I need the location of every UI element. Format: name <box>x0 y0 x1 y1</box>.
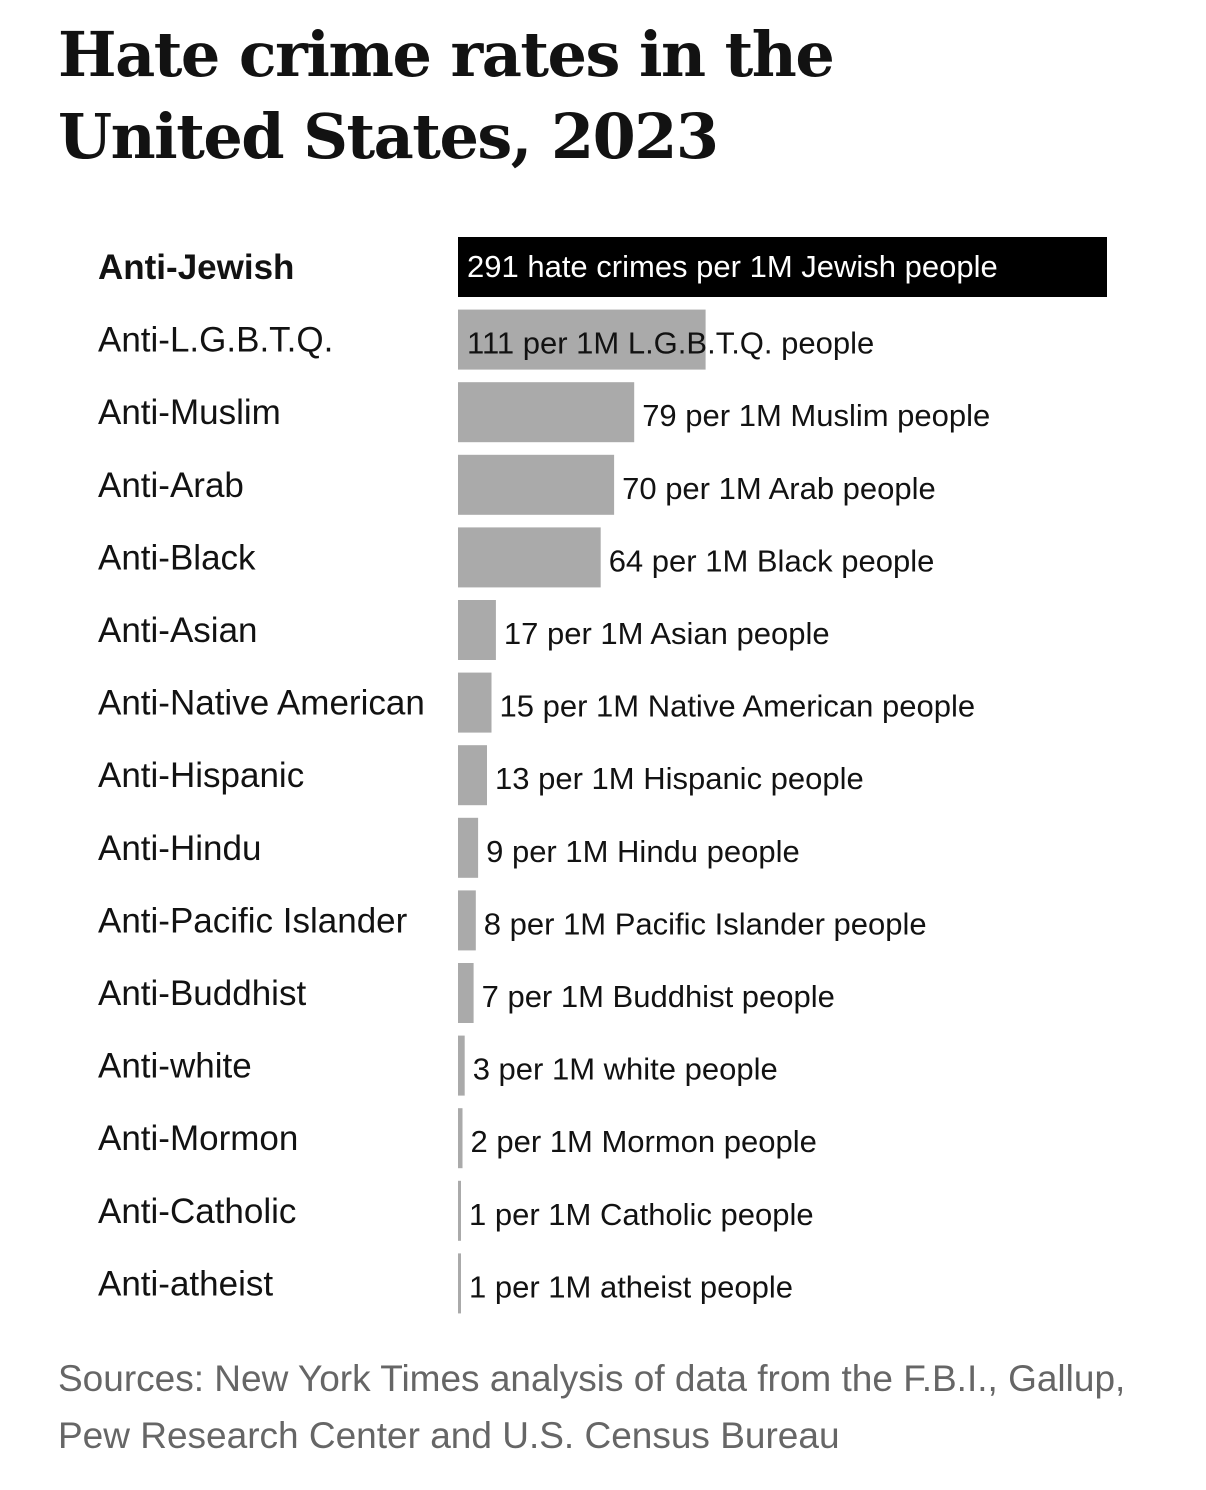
bar-anti-hispanic <box>458 745 487 806</box>
bar-anti-black <box>458 527 601 588</box>
bar-anti-asian <box>458 600 496 660</box>
data-label-anti-atheist: 1 per 1M atheist people <box>469 1269 793 1304</box>
category-label-anti-atheist: Anti-atheist <box>98 1264 273 1303</box>
category-label-anti-mormon: Anti-Mormon <box>98 1119 298 1158</box>
labels-layer: Anti-Jewish 291 hate crimes per 1M Jewish… <box>98 248 998 1304</box>
chart-title: Hate crime rates in the United States, 2… <box>58 18 835 173</box>
data-label-anti-black: 64 per 1M Black people <box>609 543 935 578</box>
bar-anti-mormon <box>458 1108 463 1169</box>
bar-anti-muslim <box>458 382 635 443</box>
bar-anti-native-american <box>458 672 492 733</box>
bar-anti-l-g-b-t-q <box>458 309 706 370</box>
data-label-anti-l-g-b-t-q: 111 per 1M L.G.B.T.Q. people <box>467 326 874 361</box>
data-label-anti-mormon: 2 per 1M Mormon people <box>471 1124 817 1159</box>
bars-layer <box>458 237 1107 1314</box>
chart-source: Sources: New York Times analysis of data… <box>58 1358 1126 1456</box>
bar-anti-catholic <box>458 1180 461 1241</box>
bar-anti-buddhist <box>458 963 474 1023</box>
category-label-anti-white: Anti-white <box>98 1047 252 1086</box>
data-label-anti-native-american: 15 per 1M Native American people <box>500 689 976 724</box>
category-label-anti-muslim: Anti-Muslim <box>98 393 281 432</box>
data-label-anti-hispanic: 13 per 1M Hispanic people <box>495 761 864 796</box>
data-label-anti-hindu: 9 per 1M Hindu people <box>486 834 800 869</box>
data-label-anti-muslim: 79 per 1M Muslim people <box>642 398 990 433</box>
data-label-anti-buddhist: 7 per 1M Buddhist people <box>482 979 835 1014</box>
bar-anti-pacific-islander <box>458 890 476 951</box>
bar-anti-atheist <box>458 1253 461 1314</box>
category-label-anti-black: Anti-Black <box>98 538 256 577</box>
data-label-anti-arab: 70 per 1M Arab people <box>622 471 936 506</box>
category-label-anti-jewish: Anti-Jewish <box>98 248 294 287</box>
data-label-anti-pacific-islander: 8 per 1M Pacific Islander people <box>484 906 927 941</box>
bar-anti-hindu <box>458 817 479 878</box>
category-label-anti-asian: Anti-Asian <box>98 611 258 650</box>
data-label-anti-catholic: 1 per 1M Catholic people <box>469 1197 814 1232</box>
data-label-anti-jewish: 291 hate crimes per 1M Jewish people <box>467 249 998 284</box>
category-label-anti-hispanic: Anti-Hispanic <box>98 756 304 795</box>
category-label-anti-buddhist: Anti-Buddhist <box>98 974 306 1013</box>
bar-anti-arab <box>458 454 615 515</box>
category-label-anti-native-american: Anti-Native American <box>98 684 425 723</box>
category-label-anti-pacific-islander: Anti-Pacific Islander <box>98 901 408 940</box>
bar-anti-white <box>458 1035 465 1096</box>
category-label-anti-catholic: Anti-Catholic <box>98 1192 296 1231</box>
data-label-anti-asian: 17 per 1M Asian people <box>504 616 830 651</box>
bar-anti-jewish <box>458 237 1107 297</box>
category-label-anti-hindu: Anti-Hindu <box>98 829 261 868</box>
data-label-anti-white: 3 per 1M white people <box>473 1052 778 1087</box>
category-label-anti-arab: Anti-Arab <box>98 466 244 505</box>
category-label-anti-l-g-b-t-q: Anti-L.G.B.T.Q. <box>98 321 333 360</box>
